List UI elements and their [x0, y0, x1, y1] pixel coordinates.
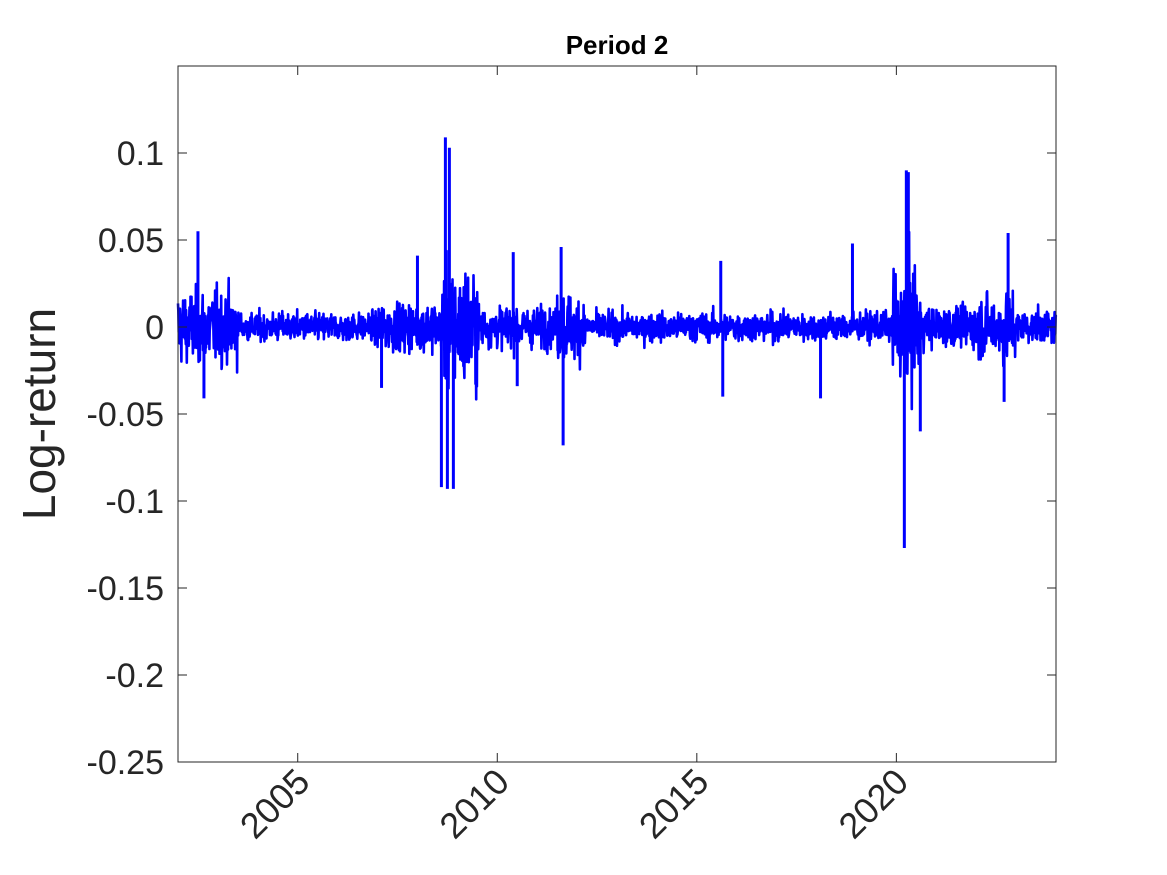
y-tick-label: -0.15: [87, 570, 165, 608]
y-tick-label: -0.1: [105, 483, 164, 521]
series-layer: [176, 137, 1058, 548]
x-tick-label: 2020: [830, 761, 916, 847]
x-tick-label: 2005: [232, 761, 318, 847]
axes: -0.25 -0.2 -0.15 -0.1 -0.05 0 0.05 0.1 2005 2010 2…: [87, 65, 1057, 847]
y-tick-label: 0.05: [98, 222, 164, 260]
y-tick-label: -0.2: [105, 657, 164, 695]
y-tick-label: 0.1: [117, 135, 164, 173]
y-tick-label: -0.05: [87, 396, 165, 434]
plot-box: [177, 65, 1057, 763]
y-tick-label: -0.25: [87, 744, 165, 782]
y-tick-label: 0: [145, 309, 164, 347]
x-tick-label: 2015: [631, 761, 717, 847]
x-tick-label: 2010: [431, 761, 517, 847]
series-line: [176, 230, 1058, 411]
y-axis-label: Log-return: [13, 308, 65, 520]
chart-title: Period 2: [566, 30, 669, 60]
